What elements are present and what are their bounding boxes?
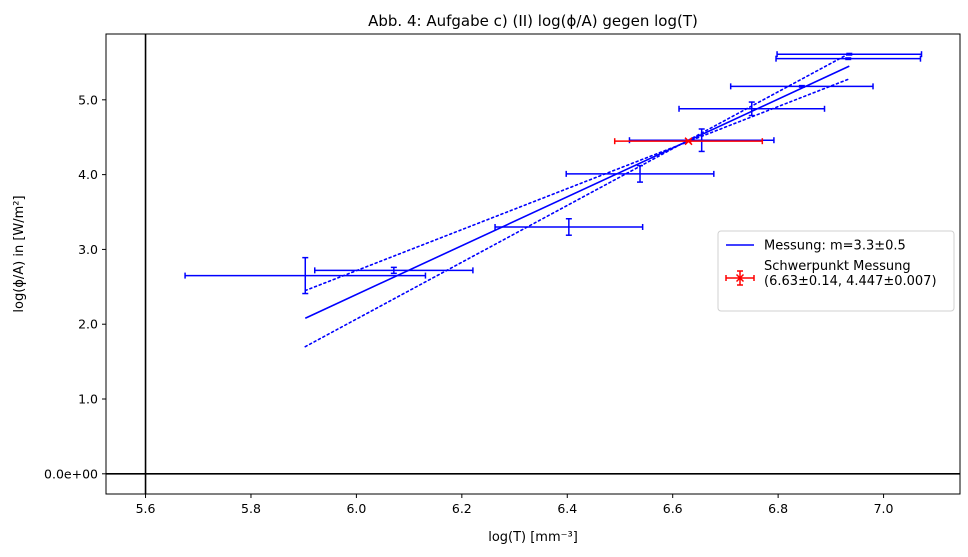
y-tick-label: 3.0 [78,242,98,257]
x-tick-label: 7.0 [874,501,894,516]
legend-label: Schwerpunkt Messung [764,259,911,274]
measurement-errorbar [775,55,922,62]
measurement-errorbar [184,256,427,295]
measurement-errorbar [678,101,826,117]
x-axis-label: log(T) [mm⁻³] [488,530,578,545]
plot-frame [105,33,961,495]
measurement-errorbar [776,51,923,58]
y-axis-ticks: 0.0e+00 1.0 2.0 3.0 4.0 5.0 [44,92,106,481]
y-tick-label: 4.0 [78,167,98,182]
x-tick-label: 6.8 [768,501,788,516]
errorbar-series [184,51,923,295]
legend-errorbar-symbol [725,270,755,286]
x-tick-label: 5.6 [136,501,156,516]
legend: Messung: m=3.3±0.5 Schwerpunkt Messung(6.… [717,230,955,312]
x-tick-label: 6.2 [452,501,472,516]
y-tick-label: 1.0 [78,392,98,407]
measurement-errorbar [494,217,644,236]
centroid-errorbar [613,137,764,146]
y-tick-label: 2.0 [78,317,98,332]
legend-label: (6.63±0.14, 4.447±0.007) [764,274,937,289]
measurement-errorbar [565,164,715,183]
fit-bound-line [304,52,851,348]
x-axis-ticks: 5.6 5.8 6.0 6.2 6.4 6.6 6.8 7.0 [136,494,894,516]
fit-bound-line [304,78,851,292]
x-tick-label: 6.0 [346,501,366,516]
x-tick-label: 6.4 [557,501,577,516]
y-tick-label: 0.0e+00 [44,466,98,481]
measurement-errorbar [628,128,775,153]
chart-title: Abb. 4: Aufgabe c) (II) log(ϕ/A) gegen l… [368,12,698,30]
measurement-errorbar [314,266,474,275]
y-axis-label: log(ϕ/A) in [W/m²] [12,195,27,312]
measurement-errorbar [729,83,874,90]
reference-lines [106,34,960,494]
x-tick-label: 5.8 [241,501,261,516]
x-tick-label: 6.6 [663,501,683,516]
legend-label: Messung: m=3.3±0.5 [764,239,906,254]
y-tick-label: 5.0 [78,92,98,107]
legend-box [717,230,955,312]
